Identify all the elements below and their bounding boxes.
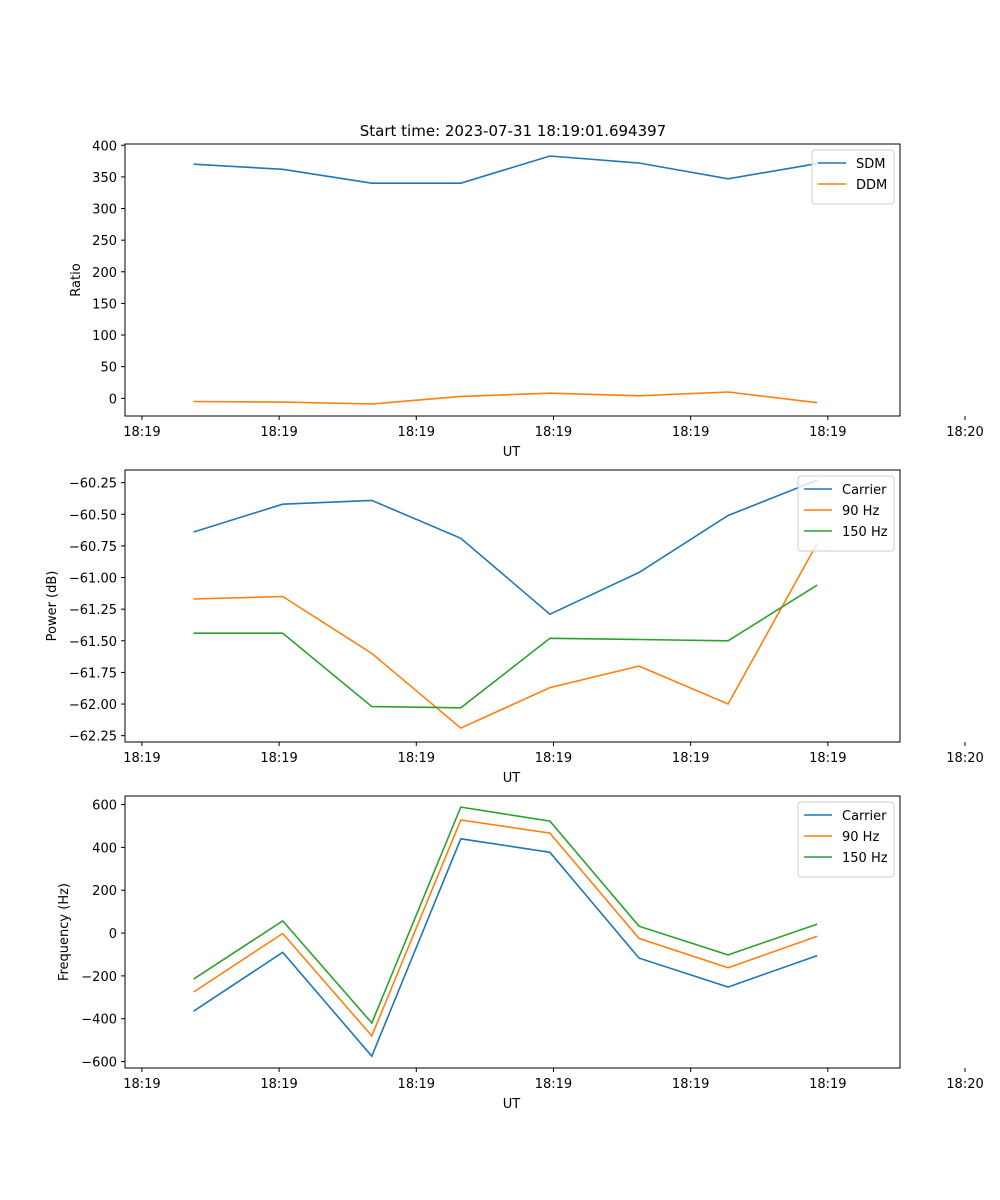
x-tick-label: 18:19 <box>809 1077 846 1092</box>
x-tick-label: 18:19 <box>398 751 435 766</box>
y-tick-label: −61.50 <box>69 635 117 650</box>
y-tick-label: 100 <box>92 329 117 344</box>
series-line-150-hz <box>193 584 818 709</box>
y-tick-label: 300 <box>92 203 117 218</box>
y-tick-label: −60.50 <box>69 508 117 523</box>
y-tick-label: 0 <box>109 392 117 407</box>
series-line-sdm <box>193 155 818 184</box>
y-tick-label: −400 <box>81 1013 117 1028</box>
y-tick-label: 0 <box>109 927 117 942</box>
y-tick-label: −60.75 <box>69 540 117 555</box>
x-tick-label: 18:20 <box>946 425 983 440</box>
series-line-carrier <box>193 837 818 1058</box>
x-tick-label: 18:19 <box>260 751 297 766</box>
legend: Carrier 90 Hz 150 Hz <box>797 801 895 878</box>
x-tick-label: 18:19 <box>535 425 572 440</box>
series-line-90-hz <box>193 543 818 730</box>
legend-label: 90 Hz <box>842 830 879 845</box>
x-axis-label: UT <box>503 771 521 786</box>
x-tick-label: 18:19 <box>809 751 846 766</box>
x-tick-label: 18:19 <box>535 751 572 766</box>
x-tick-label: 18:19 <box>398 1077 435 1092</box>
chart-panel-3: 18:19 18:19 18:19 18:19 18:19 18:19 18:20 −600 −… <box>57 795 984 1112</box>
x-tick-label: 18:19 <box>123 425 160 440</box>
x-axis-label: UT <box>503 1097 521 1112</box>
chart-panel-1: 18:19 18:19 18:19 18:19 18:19 18:19 18:20 0 50 10… <box>69 139 984 460</box>
series-line-90-hz <box>193 819 818 1038</box>
chart-panel-2: 18:19 18:19 18:19 18:19 18:19 18:19 18:20 −62.2… <box>45 469 984 786</box>
y-axis-label: Frequency (Hz) <box>57 883 72 981</box>
y-tick-label: 200 <box>92 266 117 281</box>
legend-label: 90 Hz <box>842 504 879 519</box>
y-tick-label: 400 <box>92 841 117 856</box>
legend-label: DDM <box>856 178 887 193</box>
y-tick-label: 150 <box>92 297 117 312</box>
series-line-ddm <box>193 391 818 405</box>
x-tick-label: 18:19 <box>123 1077 160 1092</box>
x-tick-label: 18:19 <box>672 425 709 440</box>
y-tick-label: 350 <box>92 171 117 186</box>
legend: SDM DDM <box>811 149 895 205</box>
y-tick-label: −61.75 <box>69 666 117 681</box>
chart-title: Start time: 2023-07-31 18:19:01.694397 <box>360 122 666 140</box>
y-tick-label: 50 <box>100 361 117 376</box>
legend-box <box>797 801 895 878</box>
legend-label: SDM <box>856 157 885 172</box>
y-tick-label: −600 <box>81 1056 117 1071</box>
y-tick-label: −62.25 <box>69 730 117 745</box>
series-line-150-hz <box>193 806 818 1025</box>
axes-frame <box>124 469 901 743</box>
x-tick-label: 18:19 <box>672 751 709 766</box>
y-tick-label: −61.25 <box>69 603 117 618</box>
y-axis-label: Ratio <box>69 263 84 296</box>
y-tick-label: −60.25 <box>69 477 117 492</box>
x-tick-label: 18:19 <box>123 751 160 766</box>
legend-label: 150 Hz <box>842 851 888 866</box>
legend: Carrier 90 Hz 150 Hz <box>797 475 895 552</box>
x-tick-label: 18:20 <box>946 1077 983 1092</box>
y-tick-label: 600 <box>92 799 117 814</box>
y-tick-label: −62.00 <box>69 698 117 713</box>
legend-label: Carrier <box>842 483 887 498</box>
x-tick-label: 18:20 <box>946 751 983 766</box>
legend-box <box>797 475 895 552</box>
x-axis-label: UT <box>503 445 521 460</box>
x-tick-label: 18:19 <box>260 1077 297 1092</box>
series-line-carrier <box>193 479 818 616</box>
y-tick-label: 400 <box>92 139 117 154</box>
y-tick-label: 250 <box>92 234 117 249</box>
y-tick-label: −200 <box>81 970 117 985</box>
x-tick-label: 18:19 <box>535 1077 572 1092</box>
y-tick-label: 200 <box>92 884 117 899</box>
x-tick-label: 18:19 <box>398 425 435 440</box>
legend-label: Carrier <box>842 809 887 824</box>
x-tick-label: 18:19 <box>809 425 846 440</box>
y-tick-label: −61.00 <box>69 572 117 587</box>
x-tick-label: 18:19 <box>260 425 297 440</box>
axes-frame <box>124 143 901 417</box>
x-tick-label: 18:19 <box>672 1077 709 1092</box>
legend-label: 150 Hz <box>842 525 888 540</box>
y-axis-label: Power (dB) <box>45 571 60 642</box>
axes-frame <box>124 795 901 1069</box>
